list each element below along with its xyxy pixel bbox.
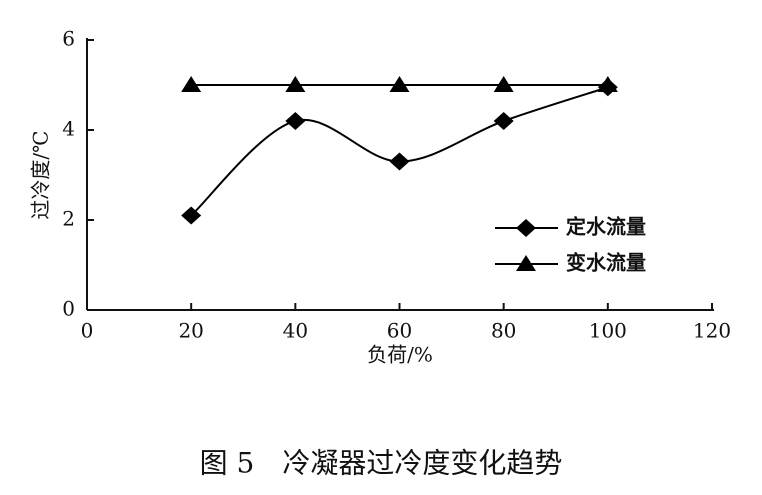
marker	[285, 76, 306, 92]
marker	[597, 76, 618, 92]
marker	[181, 206, 202, 225]
x-axis-label: 负荷/%	[367, 343, 433, 367]
y-tick-label: 2	[62, 207, 75, 231]
y-tick-label: 4	[62, 117, 75, 141]
x-tick-label: 0	[81, 319, 94, 343]
legend-marker	[516, 219, 536, 237]
marker	[493, 112, 514, 130]
legend-label: 定水流量	[566, 215, 646, 239]
caption: 图 5 冷凝器过冷度变化趋势	[200, 447, 563, 480]
marker	[389, 76, 410, 92]
marker	[181, 76, 202, 92]
marker	[493, 76, 514, 92]
x-tick-label: 120	[693, 319, 731, 343]
series-line	[190, 86, 609, 217]
marker	[285, 112, 306, 130]
x-tick-label: 100	[589, 319, 627, 343]
y-tick-label: 0	[62, 297, 75, 321]
x-tick-label: 60	[387, 319, 412, 343]
legend-label: 变水流量	[566, 251, 646, 275]
y-tick-label: 6	[62, 27, 75, 51]
x-tick-label: 80	[491, 319, 516, 343]
x-tick-label: 40	[283, 319, 308, 343]
y-axis-label: 过冷度/℃	[29, 130, 53, 219]
marker	[389, 152, 410, 171]
x-tick-label: 20	[178, 319, 203, 343]
legend-marker	[516, 255, 536, 271]
